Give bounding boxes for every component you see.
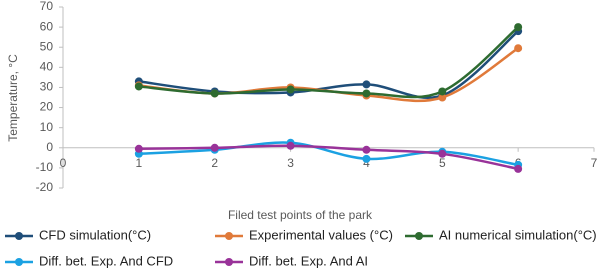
data-point	[362, 145, 371, 154]
x-tick-label: 1	[136, 156, 143, 170]
legend-item: AI numerical simulation(°C)	[405, 227, 597, 242]
series-line	[138, 141, 519, 167]
data-point	[362, 154, 371, 163]
data-point	[514, 23, 523, 32]
legend-label: CFD simulation(°C)	[39, 227, 151, 242]
y-tick-label: -10	[36, 160, 54, 174]
data-point	[438, 87, 447, 96]
x-tick-label: 7	[591, 156, 598, 170]
data-point	[210, 89, 219, 98]
y-tick-label: 60	[40, 19, 54, 33]
series-line	[138, 26, 519, 99]
legend-marker	[15, 258, 23, 266]
legend-label: Experimental values (°C)	[249, 227, 393, 242]
y-tick-label: 50	[40, 39, 54, 53]
y-tick-label: 0	[46, 140, 53, 154]
data-point	[362, 80, 371, 89]
data-point	[286, 85, 295, 94]
data-point	[514, 164, 523, 173]
data-point	[210, 143, 219, 152]
x-tick-label: 3	[287, 156, 294, 170]
x-tick-label: 5	[439, 156, 446, 170]
legend-item: Diff. bet. Exp. And CFD	[5, 253, 173, 268]
legend-marker	[15, 232, 23, 240]
data-point	[438, 93, 447, 102]
y-tick-label: 10	[40, 120, 54, 134]
data-point	[134, 82, 143, 91]
data-point	[438, 149, 447, 158]
data-point	[514, 44, 523, 53]
data-point	[362, 89, 371, 98]
legend-item: Diff. bet. Exp. And AI	[215, 253, 368, 268]
legend-label: AI numerical simulation(°C)	[439, 227, 597, 242]
x-tick-label: 0	[60, 156, 67, 170]
series-line	[138, 144, 519, 171]
x-tick-label: 2	[211, 156, 218, 170]
y-tick-label: 20	[40, 100, 54, 114]
y-axis-title: Temperature, °C	[6, 54, 20, 142]
y-tick-label: 70	[40, 0, 54, 13]
y-tick-label: 30	[40, 80, 54, 94]
data-point	[286, 141, 295, 150]
legend-item: Experimental values (°C)	[215, 227, 393, 242]
x-tick-label: 4	[363, 156, 370, 170]
legend-marker	[225, 232, 233, 240]
x-axis-title: Filed test points of the park	[228, 208, 373, 222]
legend-label: Diff. bet. Exp. And AI	[249, 253, 368, 268]
legend-marker	[415, 232, 423, 240]
y-tick-label: -20	[36, 180, 54, 194]
legend-item: CFD simulation(°C)	[5, 227, 151, 242]
data-point	[134, 144, 143, 153]
legend-label: Diff. bet. Exp. And CFD	[39, 253, 173, 268]
y-tick-label: 40	[40, 60, 54, 74]
legend-marker	[225, 258, 233, 266]
